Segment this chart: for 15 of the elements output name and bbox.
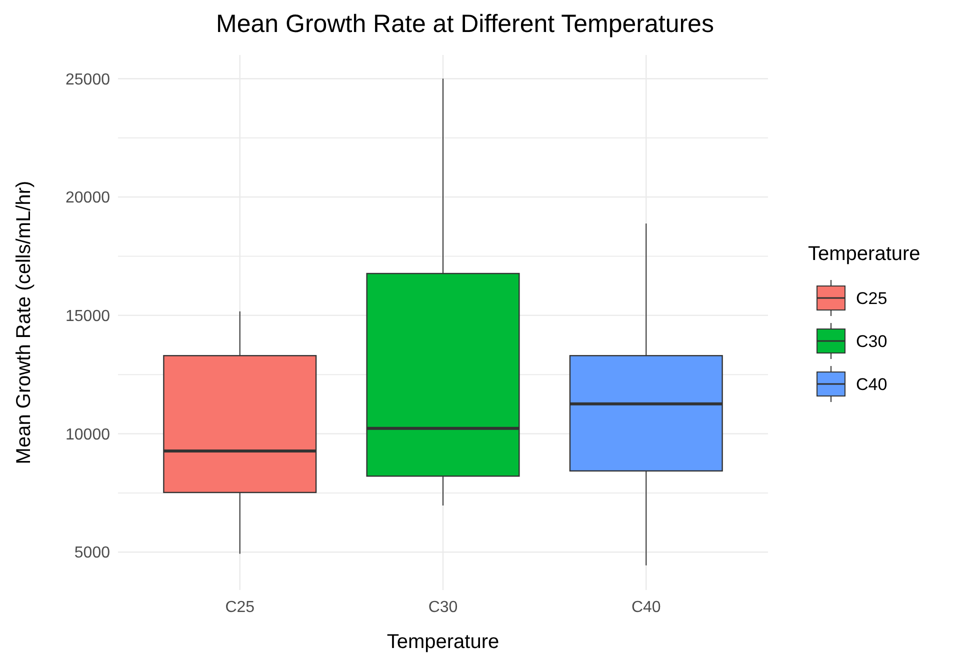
y-tick-label: 25000 — [66, 71, 110, 88]
x-axis-title: Temperature — [386, 631, 500, 653]
y-tick-label: 15000 — [66, 308, 110, 325]
x-tick-label: C40 — [631, 599, 661, 616]
chart-title: Mean Growth Rate at Different Temperatures — [216, 10, 714, 38]
legend-label: C30 — [856, 332, 888, 351]
y-axis-title: Mean Growth Rate (cells/mL/hr) — [13, 180, 35, 464]
y-tick-label: 5000 — [74, 544, 110, 562]
legend-title: Temperature — [808, 243, 920, 265]
y-tick-label: 20000 — [66, 190, 110, 207]
legend-label: C40 — [856, 374, 888, 394]
x-tick-label: C25 — [225, 599, 255, 616]
x-tick-label: C30 — [428, 599, 458, 616]
y-tick-label: 10000 — [66, 426, 110, 444]
legend-label: C25 — [856, 288, 888, 308]
